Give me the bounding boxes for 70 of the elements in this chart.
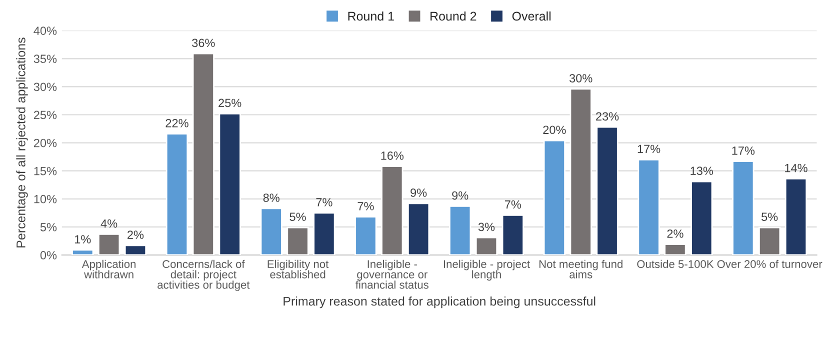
bar [313, 212, 336, 255]
bar [218, 112, 241, 255]
bar [124, 244, 147, 255]
bar [72, 249, 94, 255]
data-label: 1% [75, 235, 91, 244]
data-label: 2% [128, 230, 144, 239]
data-label: 5% [762, 212, 778, 222]
data-label: 14% [785, 164, 808, 172]
x-tick-label: Not meeting fund aims [539, 260, 622, 278]
bar [596, 126, 618, 255]
x-tick-label: Ineligible - project length [444, 260, 530, 281]
y-tick-label: 5% [40, 223, 57, 232]
bar [570, 88, 592, 255]
data-label: 20% [543, 126, 566, 134]
data-label: 4% [100, 219, 118, 228]
x-tick-label: Outside 5-100K [637, 260, 714, 268]
y-tick-label: 25% [34, 110, 57, 120]
data-label: 36% [192, 38, 215, 48]
data-label: 8% [263, 194, 280, 202]
data-label: 9% [452, 191, 468, 200]
bar [286, 226, 309, 255]
data-label: 13% [690, 166, 714, 176]
y-tick-label: 35% [34, 54, 57, 64]
data-label: 2% [667, 229, 684, 238]
legend-label: Round 1 [348, 11, 394, 21]
data-label: 22% [166, 118, 188, 128]
bar [784, 178, 808, 255]
data-label: 16% [381, 152, 404, 160]
data-label: 7% [358, 202, 374, 210]
data-label: 5% [290, 212, 306, 222]
y-tick-label: 40% [34, 26, 57, 35]
y-tick-label: 20% [34, 138, 57, 148]
x-tick-label: Application withdrawn [82, 260, 136, 278]
bar [407, 202, 430, 255]
data-label: 25% [218, 98, 242, 108]
y-axis-title: Percentage of all rejected applications [16, 38, 28, 248]
bar [448, 206, 472, 255]
bar [758, 226, 781, 255]
bar [543, 140, 566, 255]
bar [502, 214, 524, 255]
x-tick-label: Over 20% of turnover [717, 260, 822, 268]
data-label: 3% [478, 222, 495, 232]
bar [260, 208, 282, 255]
legend-label: Overall [512, 11, 551, 21]
legend-label: Round 2 [430, 11, 476, 21]
bar [381, 166, 404, 255]
y-tick-label: 10% [34, 194, 57, 204]
bar [664, 244, 686, 255]
data-label: 7% [504, 200, 522, 209]
x-tick-label: Concerns/lack of detail: project activities or budget [158, 260, 250, 291]
x-tick-label: Ineligible - governance or financial status [356, 260, 428, 289]
bar [638, 158, 660, 255]
data-label: 30% [569, 74, 592, 82]
y-tick-label: 0% [40, 251, 57, 260]
y-tick-label: 30% [34, 82, 57, 92]
bar [166, 133, 188, 255]
x-axis-title: Primary reason stated for application being unsuccessful [284, 296, 596, 308]
bar [690, 180, 713, 255]
bar [192, 52, 214, 255]
bar [354, 216, 377, 255]
data-label: 9% [410, 188, 427, 197]
data-label: 17% [638, 144, 660, 154]
data-label: 23% [596, 112, 619, 121]
data-label: 7% [316, 198, 332, 206]
bar [475, 236, 498, 255]
x-tick-label: Eligibility not established [268, 260, 329, 278]
data-label: 17% [732, 146, 755, 155]
y-tick-label: 15% [34, 166, 57, 176]
bar [98, 234, 120, 255]
bar [732, 160, 754, 255]
